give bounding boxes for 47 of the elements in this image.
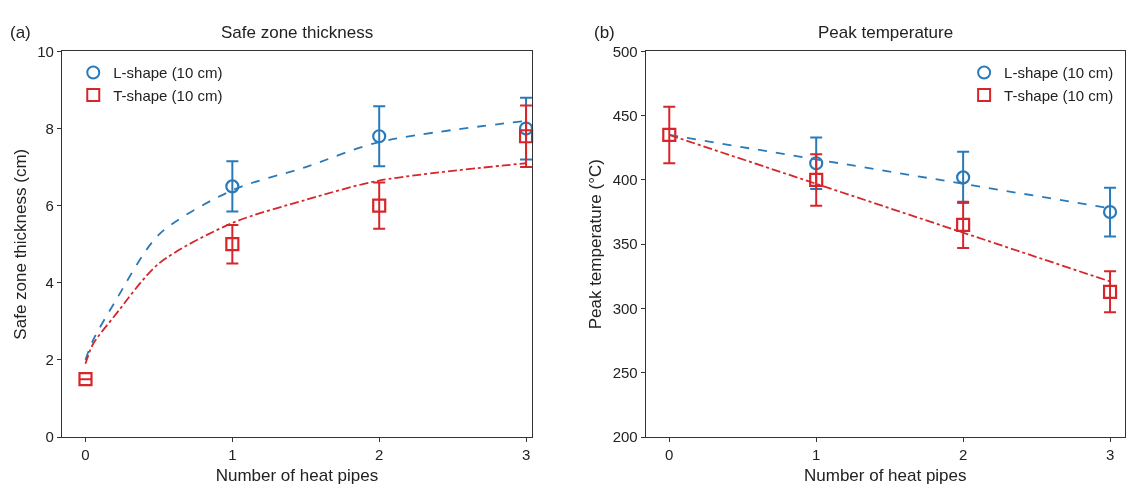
x-tick-label: 0 (81, 446, 90, 464)
point (956, 170, 971, 185)
x-tick-label: 2 (958, 446, 968, 464)
y-tick-label: 200 (612, 428, 638, 446)
point (809, 172, 824, 188)
y-tick-label: 250 (612, 364, 638, 381)
y-tick-label: 8 (45, 119, 54, 137)
point (809, 156, 824, 171)
y-tick-label: 300 (612, 299, 638, 317)
y-tick-label: 350 (612, 235, 638, 253)
x-tick-label: 2 (375, 446, 384, 464)
point (225, 179, 240, 194)
point (225, 237, 240, 252)
y-tick-label: 4 (45, 274, 54, 292)
point (1102, 204, 1118, 220)
y-axis-title: Peak temperature (°C) (586, 159, 606, 330)
point (78, 372, 93, 387)
point (518, 121, 534, 136)
point (662, 127, 677, 143)
point (518, 129, 534, 144)
y-tick-label: 400 (612, 171, 638, 189)
point (372, 129, 387, 144)
x-tick-label: 3 (1105, 446, 1115, 464)
legend-label: L-shape (10 cm) (113, 64, 223, 82)
x-axis-title: Number of heat pipes (803, 465, 967, 485)
x-tick-label: 1 (228, 446, 237, 464)
point (372, 198, 387, 213)
x-tick-label: 1 (812, 446, 821, 464)
text: (a) (10, 23, 31, 42)
y-tick-label: 500 (612, 42, 638, 60)
point (1102, 284, 1118, 299)
chart-title: Peak temperature (818, 23, 954, 42)
y-axis-title: Safe zone thickness (cm) (10, 148, 30, 340)
chart-title: Safe zone thickness (221, 23, 374, 42)
y-tick-label: 450 (612, 106, 638, 124)
legend-label: T-shape (10 cm) (113, 86, 223, 104)
legend-label: T-shape (10 cm) (1004, 86, 1114, 104)
y-tick-label: 6 (45, 196, 54, 214)
y-tick-label: 2 (45, 351, 54, 369)
x-axis-title: Number of heat pipes (215, 465, 379, 485)
y-tick-label: 10 (37, 42, 54, 60)
text: (b) (594, 23, 615, 42)
point (956, 217, 971, 233)
x-tick-label: 0 (665, 446, 674, 464)
x-tick-label: 3 (521, 446, 531, 464)
legend-label: L-shape (10 cm) (1004, 64, 1114, 82)
y-tick-label: 0 (45, 428, 54, 446)
